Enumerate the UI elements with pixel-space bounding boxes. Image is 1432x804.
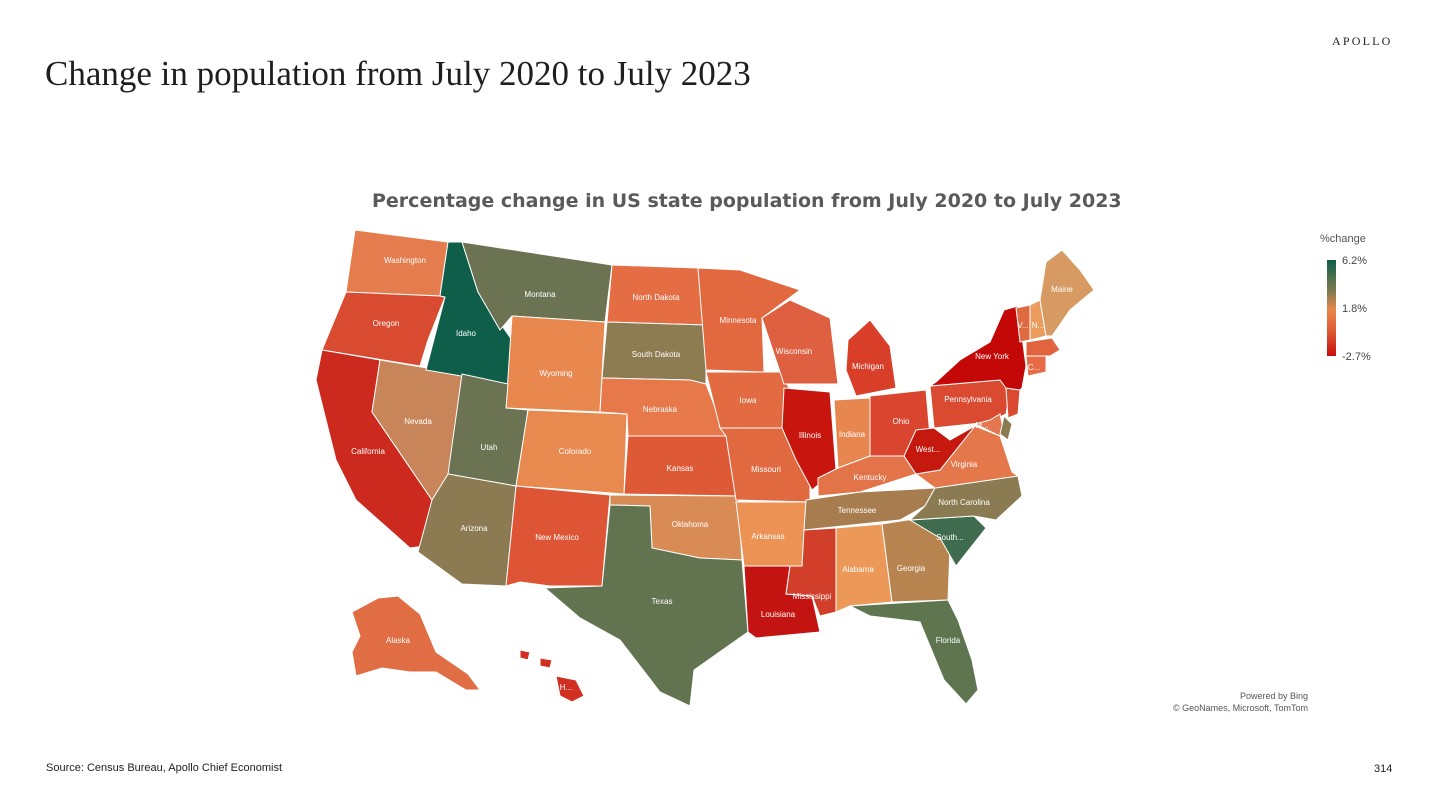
state-delaware[interactable] [999, 415, 1013, 441]
brand-logo: APOLLO [1332, 34, 1393, 48]
state-label: Kansas [667, 464, 694, 473]
state-label: Illinois [799, 431, 821, 440]
state-label: South Dakota [632, 350, 681, 359]
state-alaska[interactable]: Alaska [351, 595, 481, 691]
state-label: New Mexico [535, 533, 579, 542]
state-label: V... [1017, 321, 1028, 330]
state-label: Kentucky [854, 473, 887, 482]
state-new-mexico[interactable]: New Mexico [505, 485, 611, 587]
state-washington[interactable]: Washington [345, 229, 449, 297]
state-new-jersey[interactable] [1005, 387, 1021, 419]
state-label: Ohio [893, 417, 910, 426]
state-michigan[interactable]: Michigan [845, 319, 897, 397]
state-label: North Carolina [938, 498, 990, 507]
state-label: Michigan [852, 362, 884, 371]
page-number: 314 [1374, 763, 1393, 775]
state-label: Louisiana [761, 610, 796, 619]
state-wyoming[interactable]: Wyoming [505, 315, 606, 413]
state-label: Mississippi [793, 592, 832, 601]
state-label: Wyoming [539, 369, 572, 378]
state-label: Colorado [559, 447, 592, 456]
state-maine[interactable]: Maine [1039, 249, 1095, 337]
attribution-line-1: Powered by Bing [1239, 691, 1308, 701]
state-north-dakota[interactable]: North Dakota [606, 264, 707, 326]
state-alabama[interactable]: Alabama [835, 523, 893, 613]
state-florida[interactable]: Florida [848, 599, 979, 705]
state-label: Montana [524, 290, 556, 299]
map-title: Percentage change in US state population… [372, 190, 1122, 212]
legend-min-label: -2.7% [1342, 351, 1371, 363]
state-arkansas[interactable]: Arkansas [735, 501, 807, 567]
state-label: Oklahoma [672, 520, 709, 529]
state-label: Tennessee [838, 506, 877, 515]
state-label: California [351, 447, 385, 456]
page-title: Change in population from July 2020 to J… [45, 54, 751, 93]
state-colorado[interactable]: Colorado [515, 409, 628, 495]
state-label: Nebraska [643, 405, 678, 414]
state-label: Georgia [897, 564, 926, 573]
state-label: Wisconsin [776, 347, 812, 356]
state-label: Maine [1051, 285, 1073, 294]
state-label: H... [560, 683, 572, 692]
attribution-line-2: © GeoNames, Microsoft, TomTom [1173, 703, 1308, 713]
legend-max-label: 6.2% [1342, 255, 1368, 267]
state-label: Minnesota [720, 316, 757, 325]
state-label: Iowa [740, 396, 757, 405]
state-label: Alabama [842, 565, 874, 574]
state-label: M... [975, 421, 988, 430]
state-label: Indiana [839, 430, 866, 439]
state-south-dakota[interactable]: South Dakota [601, 321, 707, 385]
state-label: Alaska [386, 636, 411, 645]
state-label: Washington [384, 256, 426, 265]
legend-color-scale [1327, 260, 1336, 356]
state-label: Idaho [456, 329, 477, 338]
state-massachusetts[interactable] [1025, 337, 1061, 357]
state-label: New York [975, 352, 1010, 361]
legend-title: %change [1320, 233, 1366, 245]
state-label: Arizona [460, 524, 488, 533]
state-texas[interactable]: Texas [543, 504, 749, 707]
state-west-virginia[interactable]: West... [903, 425, 976, 475]
state-connecticut[interactable]: C... [1025, 355, 1047, 377]
source-note: Source: Census Bureau, Apollo Chief Econ… [46, 762, 283, 774]
state-label: Missouri [751, 465, 781, 474]
state-label: N... [1032, 321, 1044, 330]
state-label: South... [936, 533, 964, 542]
state-hawaii[interactable]: H... [519, 649, 585, 703]
state-label: Utah [481, 443, 498, 452]
map-attribution: Powered by Bing © GeoNames, Microsoft, T… [1173, 690, 1308, 714]
state-illinois[interactable]: Illinois [781, 387, 837, 491]
state-label: Texas [652, 597, 673, 606]
state-label: Pennsylvania [944, 395, 992, 404]
state-label: Florida [936, 636, 961, 645]
state-label: West... [916, 445, 941, 454]
state-new-york[interactable]: New York [929, 305, 1027, 391]
state-label: North Dakota [632, 293, 680, 302]
state-label: C... [1028, 363, 1040, 372]
state-label: Oregon [373, 319, 400, 328]
legend-mid-label: 1.8% [1342, 303, 1368, 315]
state-label: Virginia [951, 460, 978, 469]
state-label: Arkansas [751, 532, 784, 541]
state-wisconsin[interactable]: Wisconsin [761, 299, 839, 385]
state-kansas[interactable]: Kansas [623, 435, 739, 497]
state-label: Nevada [404, 417, 432, 426]
